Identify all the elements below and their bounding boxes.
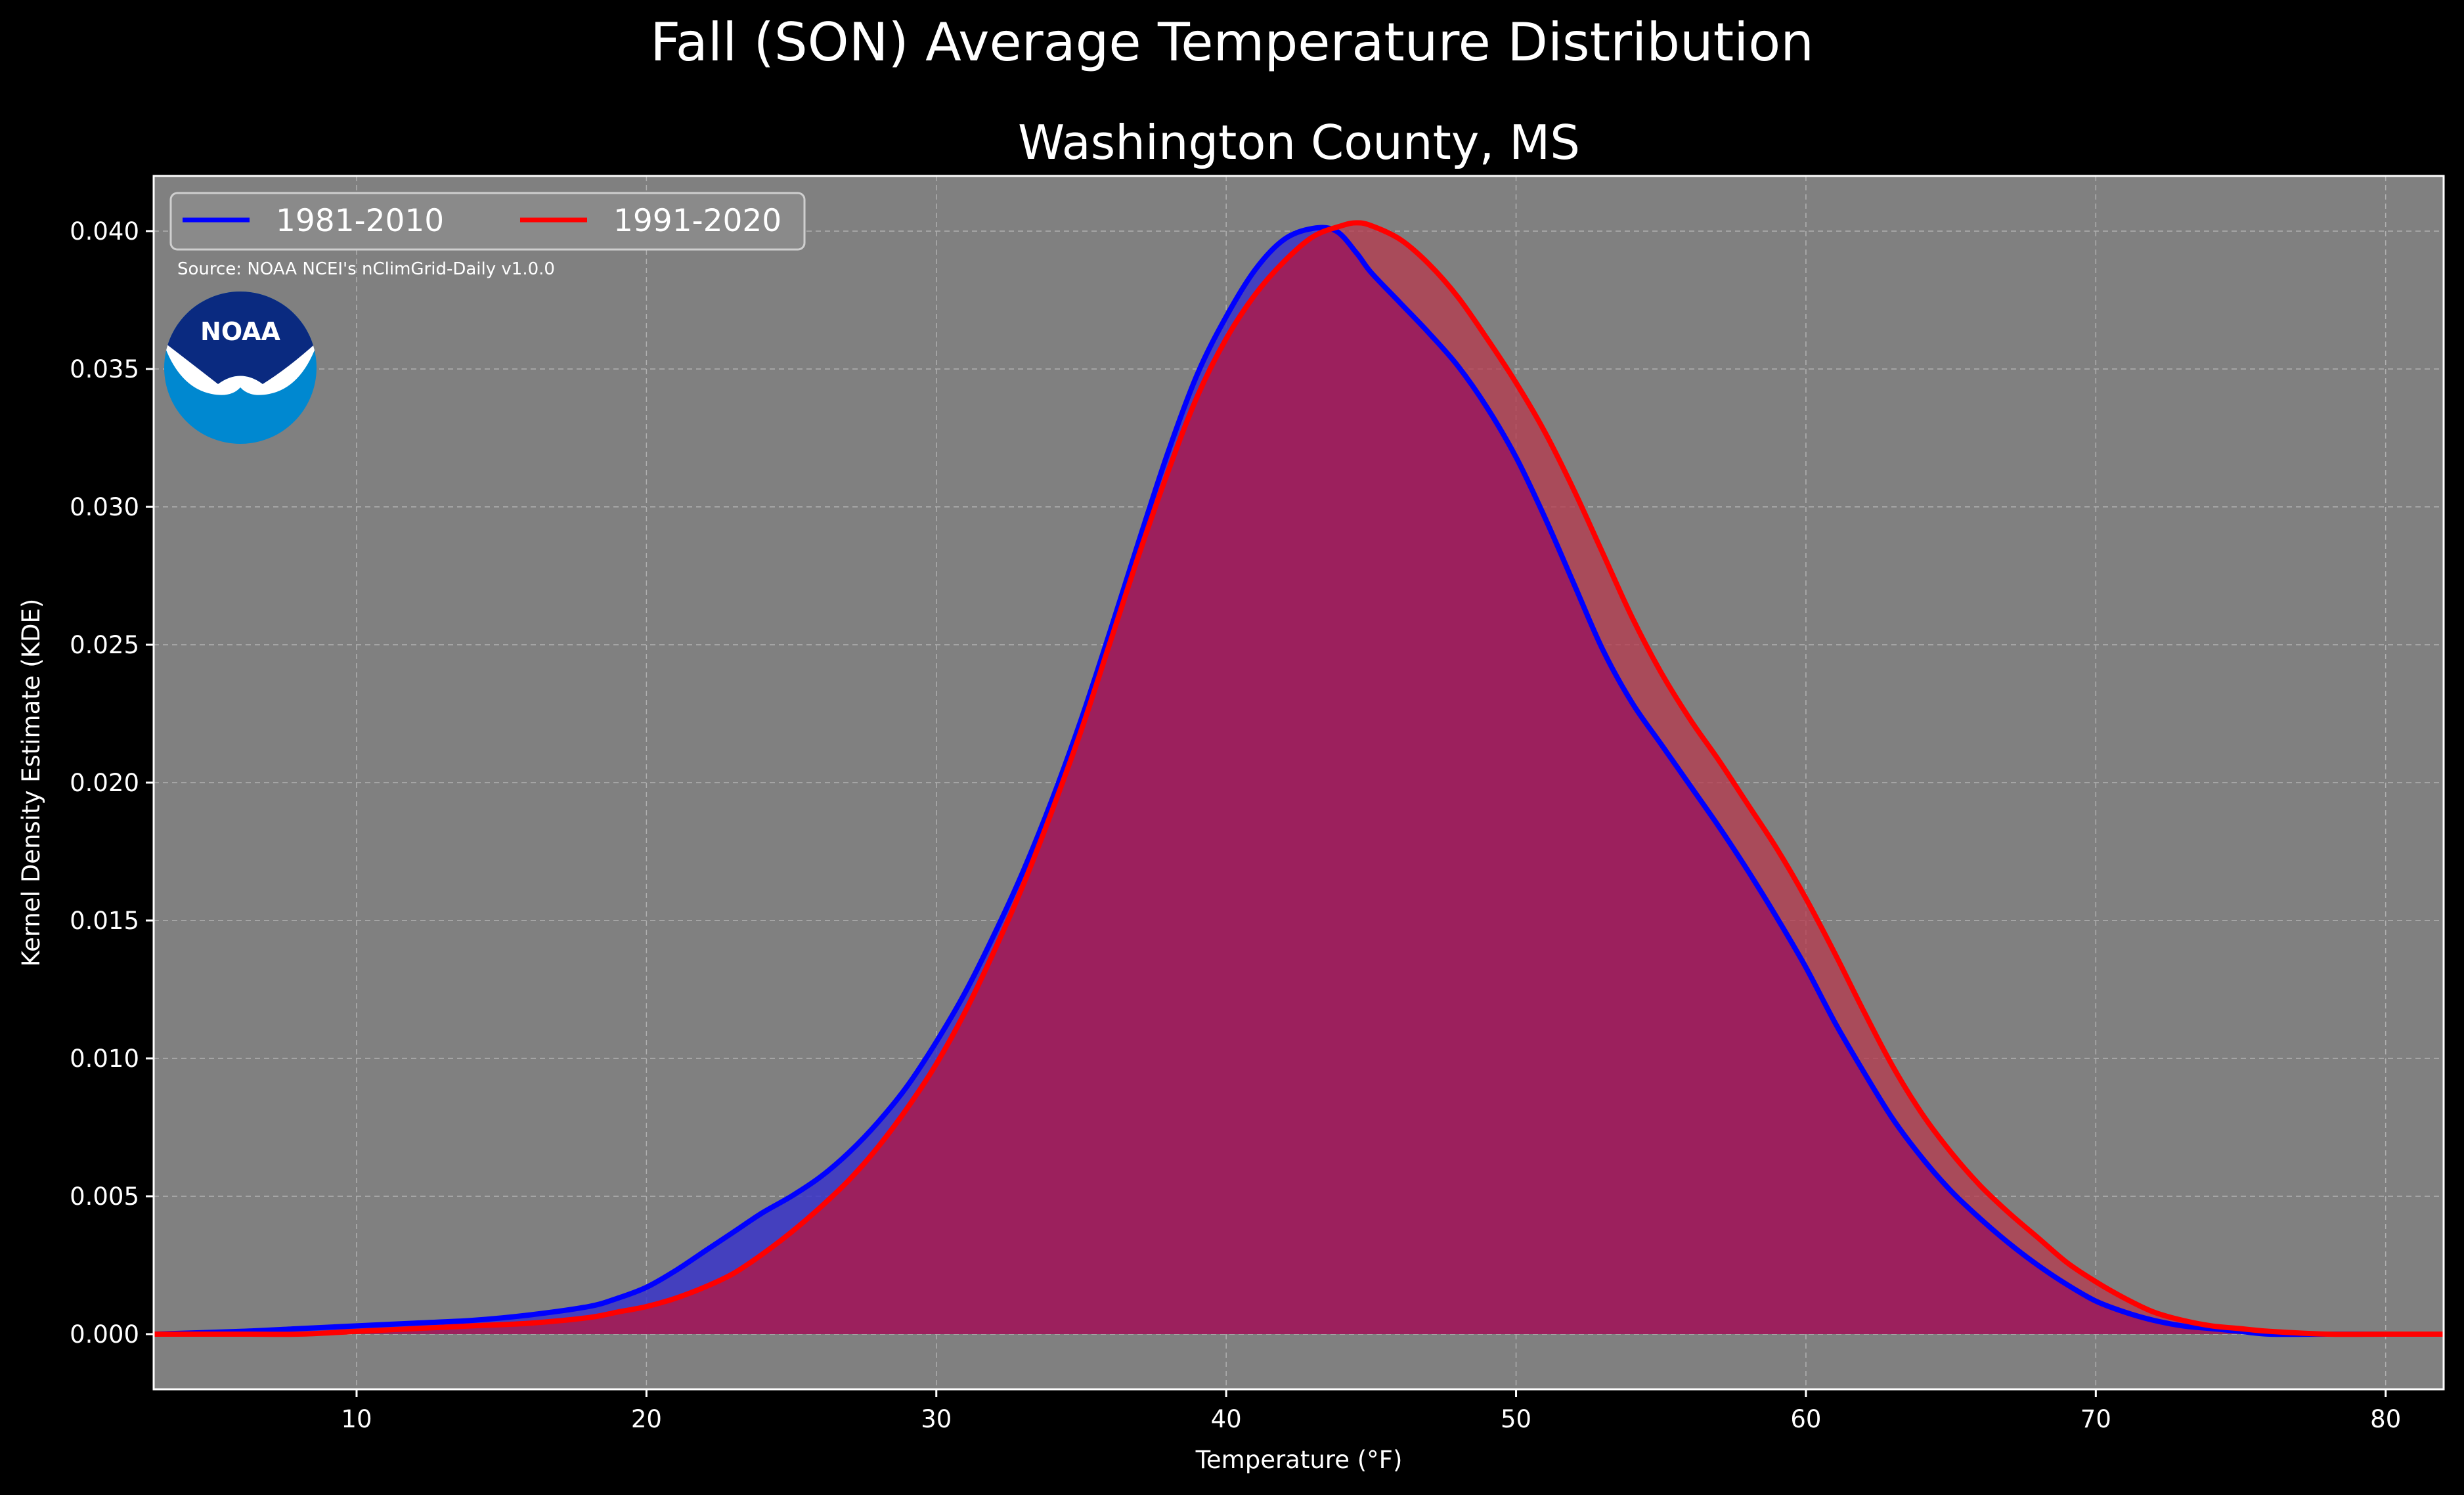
y-tick-label: 0.005: [70, 1182, 139, 1211]
y-axis-label: Kernel Density Estimate (KDE): [17, 599, 45, 967]
x-tick-label: 80: [2370, 1405, 2401, 1433]
legend-box: [169, 192, 806, 251]
y-tick-label: 0.000: [70, 1320, 139, 1349]
chart-title: Fall (SON) Average Temperature Distribut…: [650, 12, 1814, 73]
y-tick-label: 0.010: [70, 1045, 139, 1073]
x-tick-label: 60: [1790, 1405, 1821, 1433]
y-tick-label: 0.040: [70, 217, 139, 246]
x-tick-label: 70: [2080, 1405, 2111, 1433]
x-tick-label: 30: [921, 1405, 952, 1433]
legend: 1981-2010 1991-2020: [169, 192, 806, 251]
series-lines: [153, 220, 2444, 1337]
x-tick-label: 20: [631, 1405, 662, 1433]
source-note: Source: NOAA NCEI's nClimGrid-Daily v1.0…: [177, 259, 555, 279]
y-tick-label: 0.030: [70, 493, 139, 521]
noaa-logo: NOAA: [164, 292, 317, 444]
x-tick-label: 40: [1211, 1405, 1242, 1433]
legend-label-1991-2020: 1991-2020: [613, 203, 781, 239]
series-overlap-fill: [154, 230, 2444, 1335]
noaa-logo-dark-top: [164, 292, 317, 384]
series-line-1991-2020: [154, 220, 2444, 1337]
x-tick-label: 50: [1501, 1405, 1531, 1433]
y-axis-ticks: 0.000 0.005 0.010 0.015 0.020 0.025 0.030 0.035…: [70, 217, 154, 1349]
noaa-logo-text: NOAA: [200, 317, 280, 346]
chart-subtitle: Washington County, MS: [1018, 115, 1580, 170]
series-fills: [154, 223, 2444, 1335]
x-tick-label: 10: [341, 1405, 372, 1433]
noaa-logo-gull-icon: [164, 341, 317, 395]
legend-label-1981-2010: 1981-2010: [276, 203, 444, 239]
x-axis-label: Temperature (°F): [1195, 1446, 1403, 1474]
series-line-1981-2010: [153, 225, 2444, 1337]
y-tick-label: 0.025: [70, 631, 139, 659]
y-tick-label: 0.020: [70, 769, 139, 797]
x-axis-ticks: 10 20 30 40 50 60 70 80: [341, 1389, 2401, 1433]
plot-area: [152, 175, 2445, 1391]
y-tick-label: 0.035: [70, 355, 139, 383]
y-tick-label: 0.015: [70, 907, 139, 935]
